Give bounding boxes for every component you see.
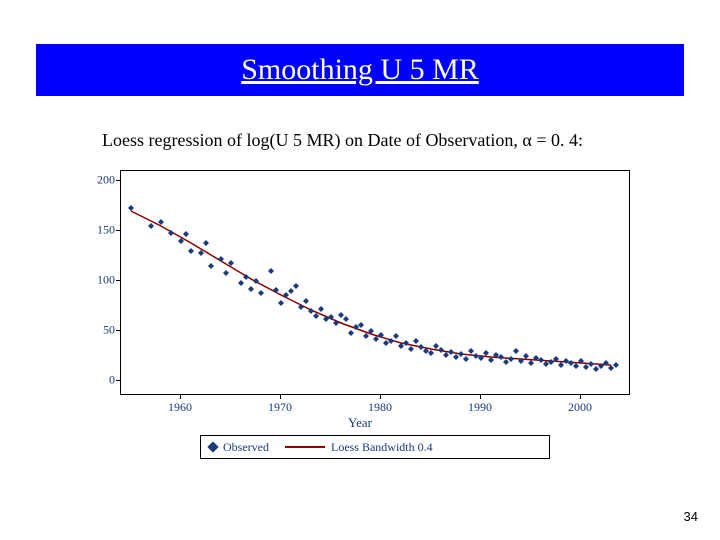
x-tick-label: 1990 <box>468 400 492 415</box>
chart-svg <box>121 171 631 396</box>
x-tick-label: 1980 <box>368 400 392 415</box>
page-number: 34 <box>684 509 698 524</box>
slide-subtitle: Loess regression of log(U 5 MR) on Date … <box>102 130 583 151</box>
x-tick-mark <box>380 395 381 399</box>
x-tick-label: 1970 <box>268 400 292 415</box>
data-point <box>568 360 574 366</box>
data-point <box>528 360 534 366</box>
data-point <box>258 290 264 296</box>
y-tick-label: 100 <box>75 273 115 288</box>
data-point <box>613 362 619 368</box>
data-point <box>208 263 214 269</box>
data-point <box>298 304 304 310</box>
data-point <box>238 280 244 286</box>
title-bar: Smoothing U 5 MR <box>36 44 684 96</box>
data-point <box>463 356 469 362</box>
data-point <box>288 288 294 294</box>
data-point <box>593 366 599 372</box>
loess-curve <box>131 211 611 365</box>
x-tick-mark <box>180 395 181 399</box>
chart-legend: Observed Loess Bandwidth 0.4 <box>200 435 550 459</box>
data-point <box>433 343 439 349</box>
x-axis-label: Year <box>348 415 372 431</box>
slide-title: Smoothing U 5 MR <box>241 53 479 87</box>
y-tick-mark <box>116 380 120 381</box>
data-point <box>293 283 299 289</box>
data-point <box>188 248 194 254</box>
x-tick-mark <box>280 395 281 399</box>
data-point <box>313 313 319 319</box>
data-point <box>318 306 324 312</box>
data-point <box>418 344 424 350</box>
data-point <box>348 330 354 336</box>
data-point <box>343 316 349 322</box>
data-point <box>393 333 399 339</box>
data-point <box>268 268 274 274</box>
data-point <box>548 359 554 365</box>
data-point <box>158 219 164 225</box>
y-tick-label: 0 <box>75 373 115 388</box>
data-point <box>488 357 494 363</box>
data-point <box>523 353 529 359</box>
data-point <box>573 363 579 369</box>
data-point <box>558 362 564 368</box>
data-point <box>508 356 514 362</box>
legend-item-loess: Loess Bandwidth 0.4 <box>285 440 433 455</box>
data-point <box>148 223 154 229</box>
data-point <box>338 312 344 318</box>
diamond-icon <box>207 441 218 452</box>
x-tick-label: 1960 <box>168 400 192 415</box>
data-point <box>453 354 459 360</box>
data-point <box>513 348 519 354</box>
x-tick-mark <box>580 395 581 399</box>
legend-item-observed: Observed <box>209 440 269 455</box>
data-point <box>408 346 414 352</box>
data-point <box>203 240 209 246</box>
legend-label-loess: Loess Bandwidth 0.4 <box>331 440 433 455</box>
y-tick-mark <box>116 180 120 181</box>
data-point <box>563 358 569 364</box>
y-tick-mark <box>116 230 120 231</box>
data-point <box>468 348 474 354</box>
data-point <box>183 231 189 237</box>
y-tick-label: 200 <box>75 173 115 188</box>
legend-label-observed: Observed <box>223 440 269 455</box>
y-tick-mark <box>116 280 120 281</box>
data-point <box>273 287 279 293</box>
data-point <box>333 320 339 326</box>
data-point <box>443 352 449 358</box>
x-tick-label: 2000 <box>568 400 592 415</box>
data-point <box>538 357 544 363</box>
data-point <box>588 361 594 367</box>
data-point <box>438 347 444 353</box>
data-point <box>128 205 134 211</box>
data-point <box>483 350 489 356</box>
data-point <box>583 364 589 370</box>
data-point <box>223 270 229 276</box>
data-point <box>503 359 509 365</box>
line-icon <box>285 446 325 448</box>
data-point <box>458 351 464 357</box>
u5mr-chart: 0 50 100 150 200 1960 1970 1980 1990 2000 Year O… <box>70 160 650 460</box>
y-tick-label: 50 <box>75 323 115 338</box>
plot-area <box>120 170 630 395</box>
y-tick-mark <box>116 330 120 331</box>
data-point <box>278 300 284 306</box>
data-point <box>413 338 419 344</box>
data-point <box>303 298 309 304</box>
data-point <box>448 349 454 355</box>
data-point <box>608 365 614 371</box>
x-tick-mark <box>480 395 481 399</box>
data-point <box>543 361 549 367</box>
slide: Smoothing U 5 MR Loess regression of log… <box>0 0 720 540</box>
y-tick-label: 150 <box>75 223 115 238</box>
data-point <box>218 256 224 262</box>
data-point <box>363 333 369 339</box>
data-point <box>248 286 254 292</box>
